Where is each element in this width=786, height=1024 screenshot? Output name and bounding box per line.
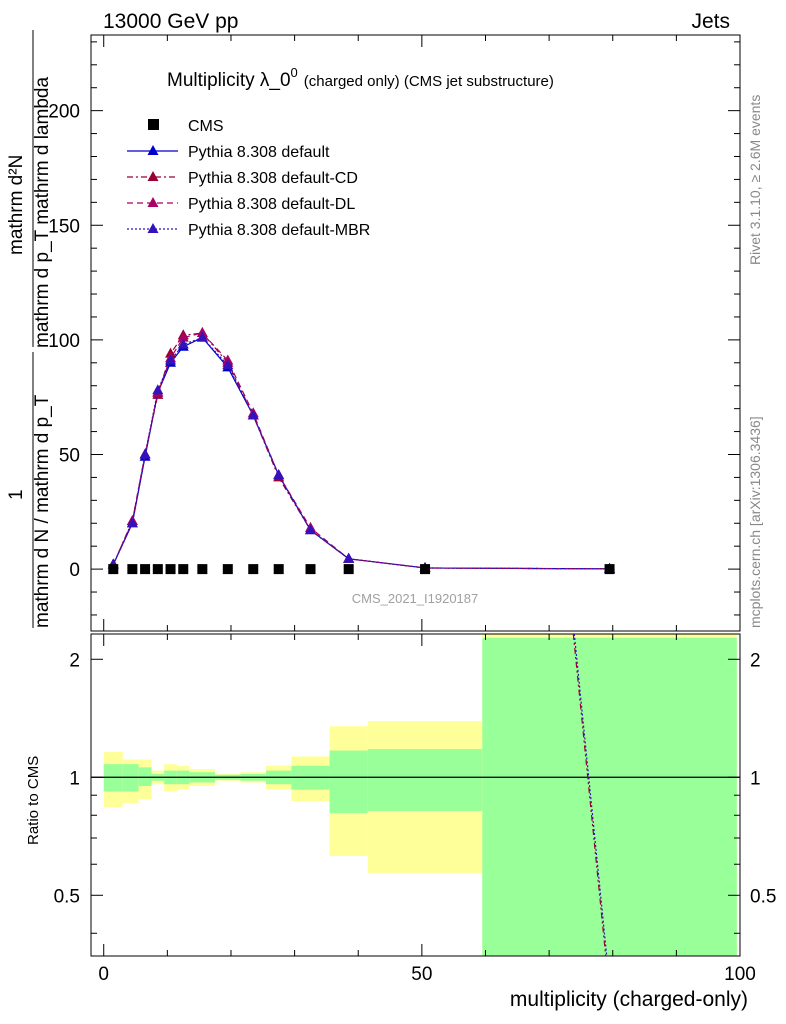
header-right: Jets bbox=[691, 10, 730, 33]
series-point-3-4 bbox=[165, 354, 177, 365]
cms-point-7 bbox=[222, 564, 233, 575]
y-tick-label: 0 bbox=[69, 560, 80, 581]
legend-label-3: Pythia 8.308 default-DL bbox=[188, 196, 355, 213]
cms-point-13 bbox=[604, 564, 615, 575]
ylabel-numerator: mathrm d²N bbox=[6, 155, 27, 255]
legend-label-2: Pythia 8.308 default-CD bbox=[188, 170, 358, 187]
main-plot-frame bbox=[90, 34, 741, 632]
legend-label-1: Pythia 8.308 default bbox=[188, 144, 330, 161]
ylabel-prefix-num: 1 bbox=[6, 489, 27, 500]
y-tick-label: 200 bbox=[48, 102, 80, 123]
series-point-3-3 bbox=[152, 384, 164, 395]
series-line-0 bbox=[112, 336, 610, 570]
ratio-lines bbox=[572, 634, 608, 956]
cms-point-11 bbox=[343, 564, 354, 575]
ratio-tick-label: 0.5 bbox=[54, 886, 80, 907]
x-tick-label: 50 bbox=[411, 964, 432, 985]
ratio-line-mbr bbox=[573, 634, 608, 956]
y-tick-label: 100 bbox=[48, 331, 80, 352]
series-line-1 bbox=[112, 332, 610, 570]
series-line-3 bbox=[112, 336, 610, 570]
legend-marker-4 bbox=[147, 223, 159, 233]
legend-label-4: Pythia 8.308 default-MBR bbox=[188, 222, 370, 239]
cms-point-9 bbox=[273, 564, 284, 575]
series-point-3-5 bbox=[177, 338, 189, 349]
ratio-bands bbox=[91, 634, 740, 956]
series-point-3-1 bbox=[126, 517, 138, 528]
series-point-3-6 bbox=[196, 331, 208, 342]
legend-label-0: CMS bbox=[188, 118, 224, 135]
series-point-2-5 bbox=[177, 331, 189, 342]
series-point-3-2 bbox=[139, 448, 151, 459]
ratio-tick-label-right: 1 bbox=[750, 768, 761, 789]
analysis-watermark: CMS_2021_I1920187 bbox=[352, 591, 479, 606]
series-point-3-11 bbox=[343, 552, 355, 563]
series-point-3-10 bbox=[305, 524, 317, 535]
cms-point-2 bbox=[140, 564, 151, 575]
cms-point-12 bbox=[420, 564, 431, 575]
ratio-tick-label-right: 0.5 bbox=[750, 886, 776, 907]
ratio-band-green-13 bbox=[482, 637, 737, 956]
legend-marker-1 bbox=[147, 145, 159, 155]
series-point-3-9 bbox=[273, 469, 285, 480]
series-line-2 bbox=[112, 332, 610, 570]
rivet-label: Rivet 3.1.10, ≥ 2.6M events bbox=[747, 95, 763, 265]
mcplots-label: mcplots.cern.ch [arXiv:1306.3436] bbox=[747, 416, 763, 628]
ratio-band-green-12 bbox=[367, 749, 483, 812]
legend-marker-3 bbox=[147, 197, 159, 207]
cms-point-10 bbox=[305, 564, 316, 575]
ylabel-prefix-den: mathrm d N / mathrm d p_T bbox=[32, 394, 53, 628]
chart-title: Multiplicity λ_00(charged only) (CMS jet… bbox=[167, 65, 554, 91]
x-tick-label: 0 bbox=[98, 964, 109, 985]
legend-marker-0 bbox=[148, 119, 159, 130]
cms-point-4 bbox=[165, 564, 176, 575]
ylabel-denominator: mathrm d p_T mathrm d lambda bbox=[32, 77, 53, 348]
y-tick-label: 150 bbox=[48, 216, 80, 237]
series-point-3-7 bbox=[222, 359, 234, 370]
cms-point-8 bbox=[248, 564, 259, 575]
y-tick-label: 50 bbox=[59, 445, 80, 466]
series-point-3-8 bbox=[247, 409, 259, 420]
series-group bbox=[107, 327, 616, 575]
cms-point-1 bbox=[127, 564, 138, 575]
cms-point-6 bbox=[197, 564, 208, 575]
ratio-band-green-11 bbox=[329, 750, 368, 814]
ratio-y-label: Ratio to CMS bbox=[25, 756, 42, 845]
ratio-tick-label: 2 bbox=[69, 650, 80, 671]
x-tick-label: 100 bbox=[724, 964, 756, 985]
x-axis-label: multiplicity (charged-only) bbox=[510, 988, 748, 1011]
legend-marker-2 bbox=[147, 171, 159, 181]
header-left: 13000 GeV pp bbox=[103, 10, 238, 33]
cms-point-3 bbox=[152, 564, 163, 575]
cms-point-5 bbox=[178, 564, 189, 575]
y-axis-label: mathrm d²N mathrm d p_T mathrm d lambda … bbox=[6, 30, 53, 628]
ratio-tick-label: 1 bbox=[69, 768, 80, 789]
ratio-line-cd bbox=[572, 634, 607, 956]
ratio-tick-label-right: 2 bbox=[750, 650, 761, 671]
axis-ticks: 0 50 100 0 50 100 150 200 0.5 0.5 1 1 2 2 bbox=[48, 35, 776, 985]
legend: CMS Pythia 8.308 default Pythia 8.308 defa… bbox=[127, 118, 370, 239]
cms-point-0 bbox=[108, 564, 119, 575]
